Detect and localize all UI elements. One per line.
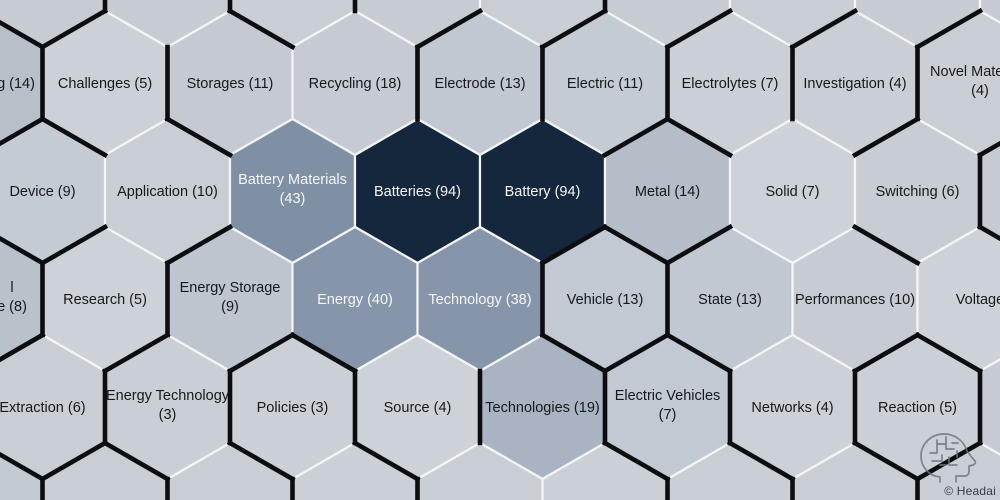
- copyright-text: © Headai: [944, 484, 996, 498]
- cluster-boundary-segment: [164, 115, 234, 159]
- cluster-boundary-segment: [101, 331, 171, 375]
- cluster-boundary-segment: [601, 439, 671, 483]
- cluster-boundary-segment: [601, 115, 671, 159]
- cluster-boundary-segment: [39, 7, 109, 51]
- cluster-boundary-segment: [0, 331, 46, 363]
- cluster-boundary-segment: [664, 7, 734, 51]
- cluster-boundary-segment: [664, 115, 734, 159]
- cluster-boundary-segment: [39, 439, 109, 483]
- cluster-boundary-segment: [539, 331, 609, 375]
- cluster-boundary-segment: [226, 439, 296, 483]
- cluster-boundary-segment: [0, 19, 46, 51]
- cluster-boundary-segment: [664, 223, 734, 267]
- cluster-boundary-segment: [539, 7, 609, 51]
- cluster-boundary-segment: [914, 331, 984, 375]
- cluster-boundary-segment: [851, 439, 921, 483]
- cluster-boundary-segment: [851, 331, 921, 375]
- cluster-boundary-segment: [851, 223, 921, 267]
- cluster-boundary-segment: [0, 451, 46, 483]
- cluster-boundary-segment: [289, 331, 359, 375]
- hex-cell-0-8: [978, 0, 1000, 24]
- cluster-boundary-segment: [414, 7, 484, 51]
- cluster-boundary-segment: [851, 115, 921, 159]
- headai-logo-icon: [920, 433, 977, 483]
- cluster-boundary-segment: [164, 223, 234, 267]
- cluster-boundary-segment: [226, 331, 296, 375]
- cluster-boundary-segment: [351, 439, 421, 483]
- cluster-boundary-segment: [726, 439, 796, 483]
- cluster-boundary-segment: [976, 223, 1000, 242]
- cluster-boundary-segment: [39, 115, 109, 159]
- cluster-boundary-segment: [39, 223, 109, 267]
- cluster-boundary-segment: [101, 439, 171, 483]
- cluster-boundary-segment: [0, 115, 46, 147]
- cluster-boundary-segment: [601, 331, 671, 375]
- cluster-boundary-segment: [226, 7, 296, 51]
- cluster-boundary-segment: [664, 331, 734, 375]
- cluster-boundary-segment: [789, 7, 859, 51]
- cluster-boundary-segment: [601, 223, 671, 267]
- cluster-boundary-segment: [0, 235, 46, 267]
- cluster-boundary-segment: [539, 223, 609, 267]
- cluster-boundary-segment: [976, 140, 1000, 159]
- cluster-boundary-segment: [914, 7, 984, 51]
